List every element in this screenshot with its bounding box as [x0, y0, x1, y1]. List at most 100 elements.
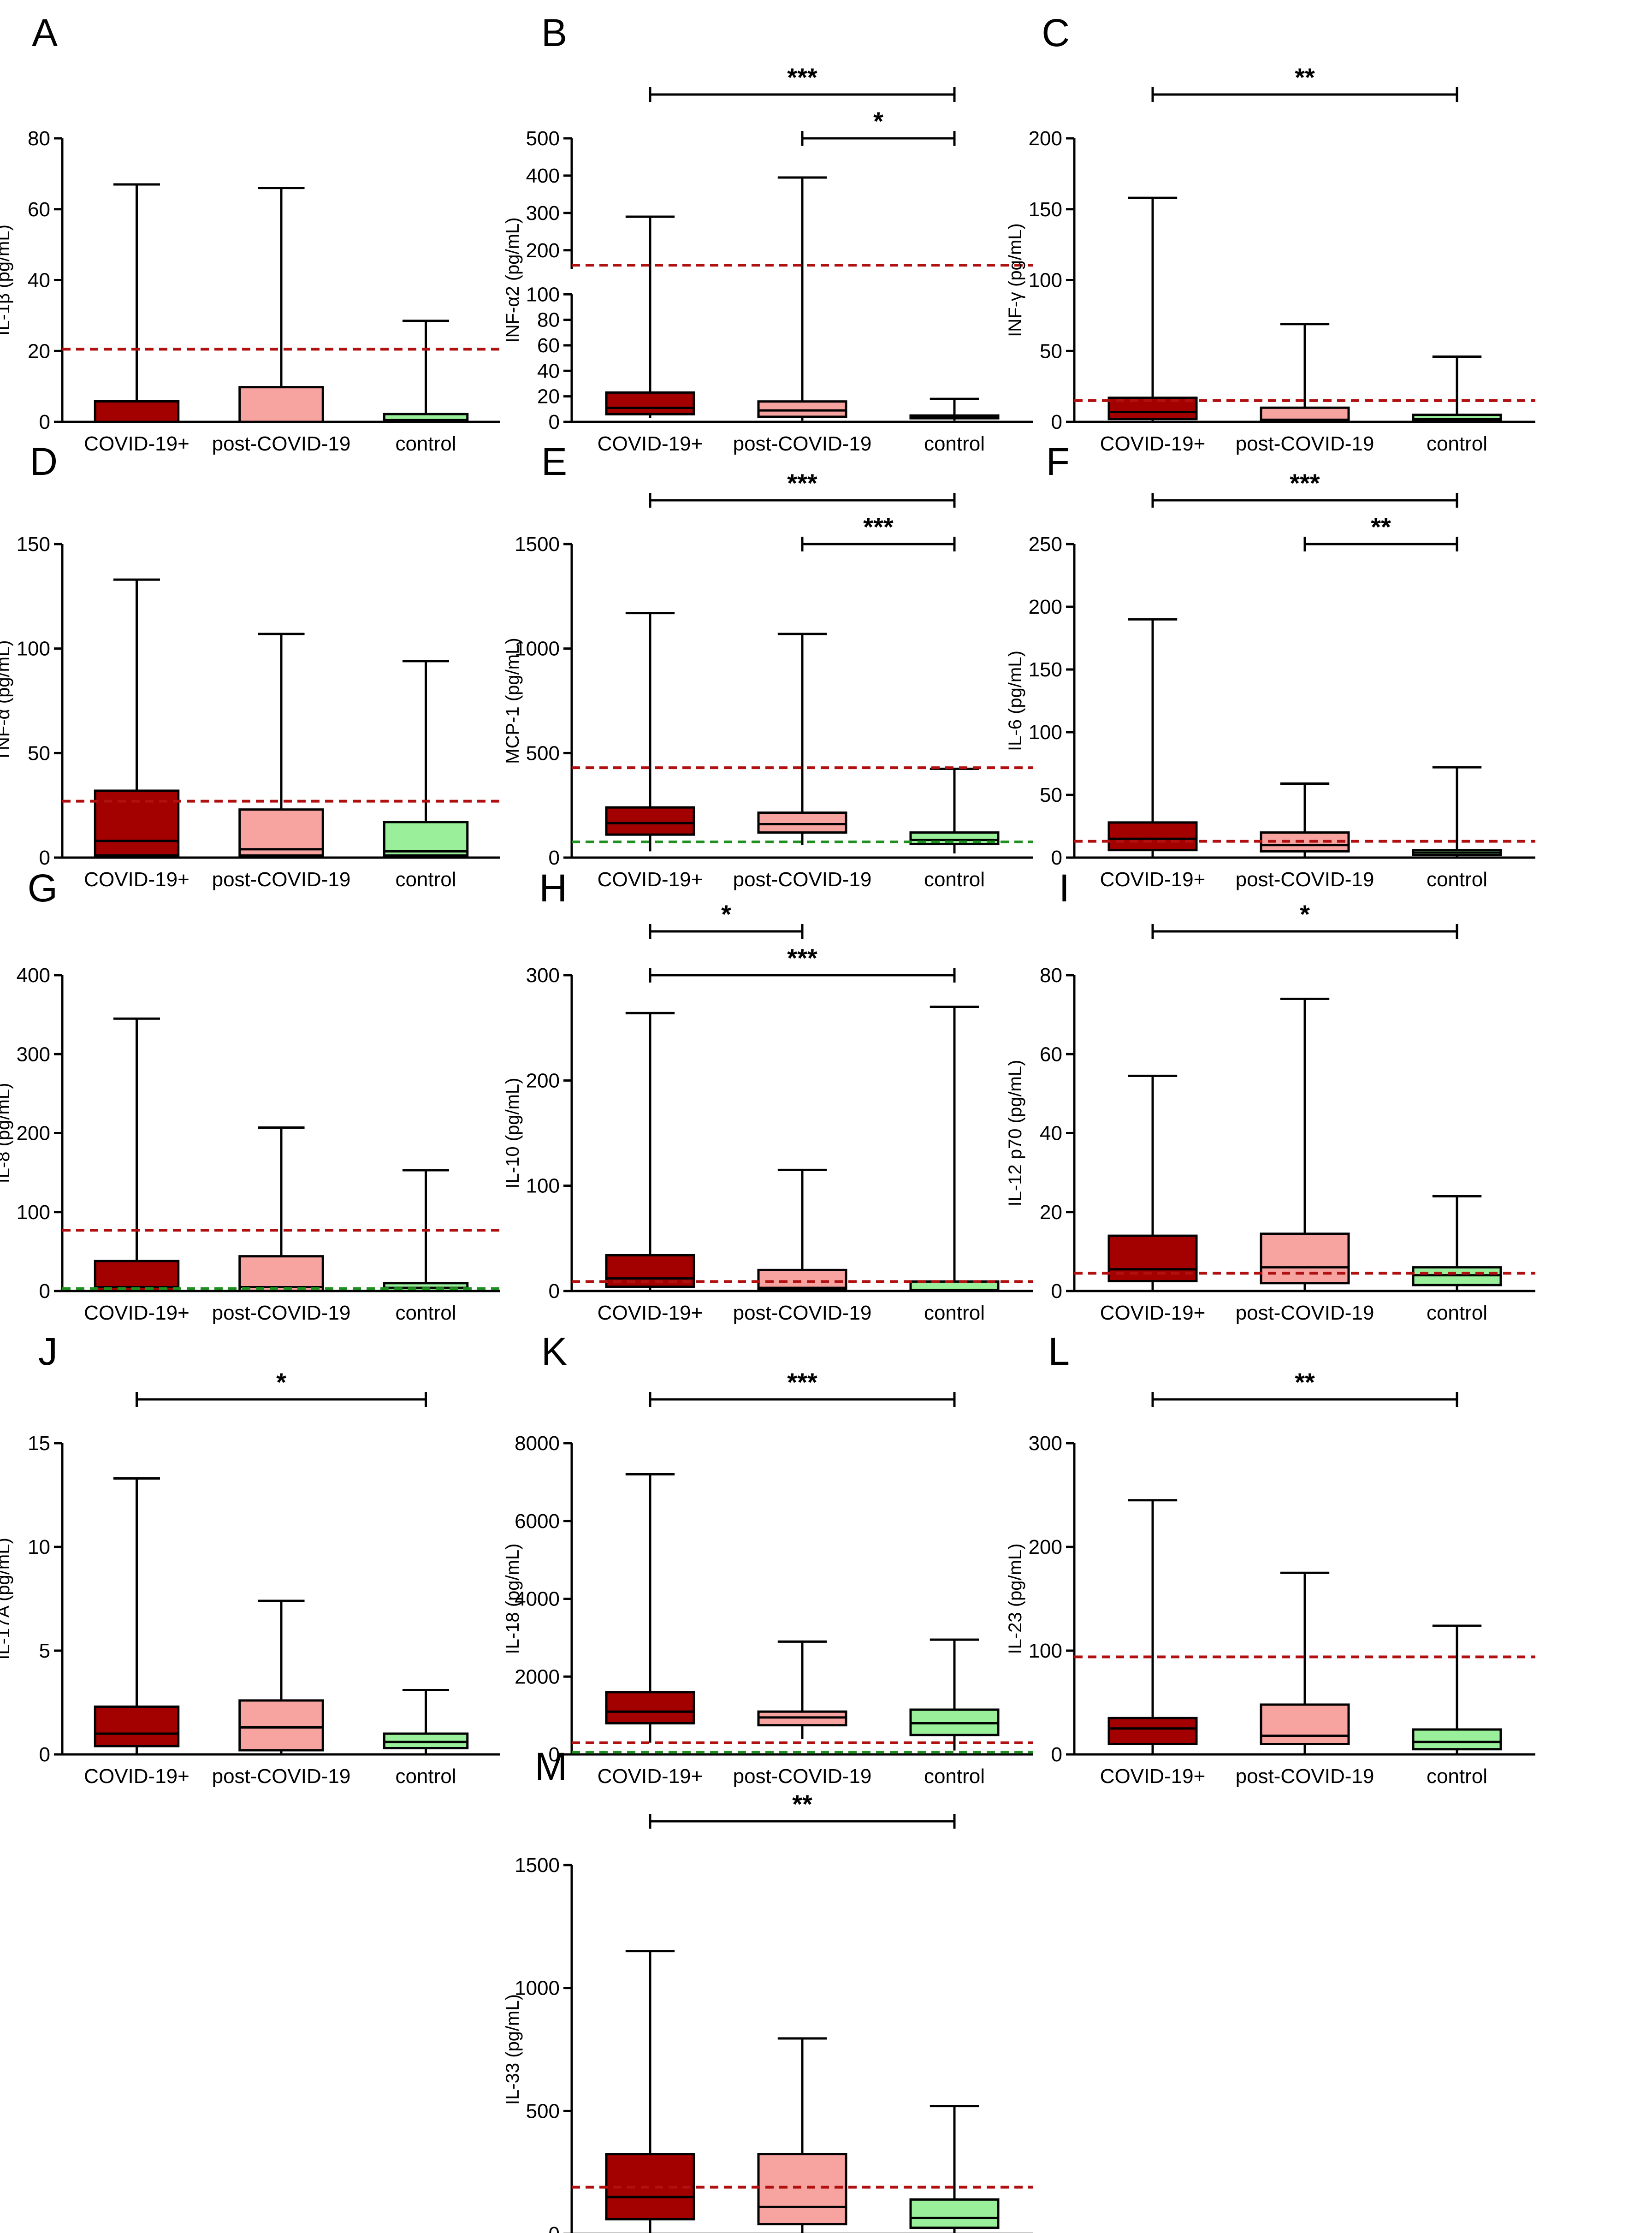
y-axis-label: IL-10 (pg/mL): [503, 1078, 523, 1188]
box-covid: COVID-19+: [1100, 618, 1205, 891]
panel-e: 0 500 1000 1500 E MCP-1 (pg/mL) COVID-19+ post-…: [503, 440, 1033, 891]
y-tick-label: 150: [17, 533, 50, 556]
panel-label: L: [1048, 1330, 1070, 1373]
y-tick-label: 10: [28, 1536, 50, 1558]
y-tick-label: 500: [526, 127, 560, 150]
y-tick-label: 0: [39, 847, 50, 869]
x-category-label: control: [1427, 432, 1487, 455]
panel-label: J: [38, 1330, 58, 1373]
box-covid: COVID-19+: [84, 1017, 189, 1324]
y-axis-label: IL-23 (pg/mL): [1005, 1543, 1025, 1654]
significance-label: *: [1300, 900, 1310, 929]
x-category-label: COVID-19+: [598, 432, 703, 455]
y-axis-label: MCP-1 (pg/mL): [503, 638, 523, 764]
x-category-label: control: [395, 868, 456, 891]
y-tick-label: 200: [526, 239, 560, 262]
y-tick-label: 300: [1029, 1432, 1062, 1455]
x-category-label: post-COVID-19: [1236, 432, 1374, 455]
y-tick-label: 0: [549, 1743, 560, 1766]
y-tick-label: 0: [39, 1743, 50, 1766]
box-covid: COVID-19+: [84, 183, 189, 455]
y-tick-label: 100: [1029, 1640, 1062, 1662]
x-category-label: control: [395, 1302, 456, 1324]
significance-bracket: **: [1151, 63, 1458, 102]
y-tick-label: 40: [28, 269, 50, 292]
y-tick-label: 20: [537, 385, 560, 408]
box-iqr: [238, 386, 324, 423]
y-tick-label: 200: [1029, 1536, 1062, 1558]
y-axis-label: IL-12 p70 (pg/mL): [1005, 1060, 1025, 1207]
significance-bracket: **: [1303, 512, 1458, 551]
significance-label: **: [792, 1789, 812, 1818]
box-iqr: [1107, 397, 1198, 421]
significance-bracket: ***: [649, 468, 956, 508]
box-iqr: [909, 2198, 1000, 2229]
x-category-label: COVID-19+: [598, 1302, 703, 1324]
y-tick-label: 8000: [515, 1432, 560, 1455]
box-iqr: [757, 1268, 847, 1291]
significance-label: **: [1295, 63, 1315, 92]
x-category-label: control: [395, 1765, 456, 1788]
significance-label: ***: [787, 1368, 817, 1397]
y-tick-label: 60: [537, 334, 560, 357]
x-category-label: post-COVID-19: [1236, 868, 1374, 891]
panel-label: K: [541, 1330, 567, 1373]
y-tick-label: 100: [17, 638, 50, 660]
significance-bracket: ***: [649, 943, 956, 983]
x-category-label: post-COVID-19: [1236, 1765, 1374, 1788]
x-category-label: COVID-19+: [1100, 432, 1206, 455]
y-tick-label: 0: [549, 2223, 560, 2233]
panel-a: 0 20 40 60 80 A IL-1β (pg/mL) COVID-19+ post-COV…: [0, 11, 500, 455]
x-category-label: control: [1427, 1765, 1487, 1788]
y-tick-label: 300: [526, 964, 560, 987]
box-control: control: [1412, 766, 1502, 891]
x-category-label: COVID-19+: [84, 1302, 189, 1324]
box-iqr: [238, 808, 324, 857]
box-covid: COVID-19+: [84, 1477, 189, 1788]
box-covid: COVID-19+: [84, 578, 189, 891]
y-tick-label: 200: [17, 1122, 50, 1145]
box-control: control: [383, 320, 469, 455]
x-category-label: COVID-19+: [598, 1765, 703, 1788]
box-post-covid: post-COVID-19: [1236, 1571, 1374, 1788]
x-category-label: COVID-19+: [84, 868, 189, 891]
box-iqr: [1260, 406, 1350, 422]
x-category-label: control: [924, 868, 985, 891]
panel-k: 0 2000 4000 6000 8000 K IL-18 (pg/mL) COVID-19+…: [503, 1330, 1033, 1788]
panel-j: 0 5 10 15 J IL-17A (pg/mL) COVID-19+ post-COVID…: [0, 1330, 500, 1788]
y-tick-label: 1000: [515, 1977, 560, 2000]
y-tick-label: 1000: [515, 638, 560, 660]
x-category-label: COVID-19+: [84, 432, 189, 455]
x-category-label: control: [924, 1765, 985, 1788]
y-tick-label: 100: [1029, 269, 1062, 292]
y-tick-label: 100: [526, 1175, 560, 1197]
x-category-label: control: [924, 1302, 985, 1324]
box-covid: COVID-19+: [1100, 196, 1206, 455]
y-tick-label: 80: [28, 127, 50, 150]
panel-d: 0 50 100 150 D TNF-α (pg/mL) COVID-19+ post-COV…: [0, 440, 500, 891]
y-tick-label: 15: [28, 1432, 50, 1455]
y-tick-label: 0: [1051, 1280, 1062, 1303]
significance-label: *: [276, 1368, 286, 1397]
y-axis-label: IL-1β (pg/mL): [0, 225, 13, 336]
y-tick-label: 2000: [515, 1665, 560, 1688]
significance-bracket: ***: [1151, 468, 1458, 508]
significance-label: ***: [787, 468, 817, 498]
y-tick-label: 40: [1040, 1122, 1062, 1145]
y-tick-label: 0: [549, 847, 560, 869]
y-tick-label: 300: [526, 202, 560, 225]
significance-label: *: [721, 900, 731, 929]
panel-label: F: [1046, 440, 1070, 483]
box-control: control: [1412, 355, 1502, 455]
box-covid: COVID-19+: [1100, 1499, 1205, 1788]
significance-label: **: [1371, 512, 1391, 541]
significance-bracket: ***: [801, 512, 956, 551]
significance-bracket: ***: [649, 1368, 956, 1407]
x-category-label: post-COVID-19: [212, 868, 351, 891]
y-tick-label: 400: [526, 165, 560, 187]
box-post-covid: post-COVID-19: [1236, 323, 1374, 455]
y-tick-label: 0: [1051, 1743, 1062, 1766]
panel-label: G: [28, 866, 58, 910]
box-covid: COVID-19+: [605, 1950, 695, 2233]
box-covid: COVID-19+: [598, 215, 703, 455]
